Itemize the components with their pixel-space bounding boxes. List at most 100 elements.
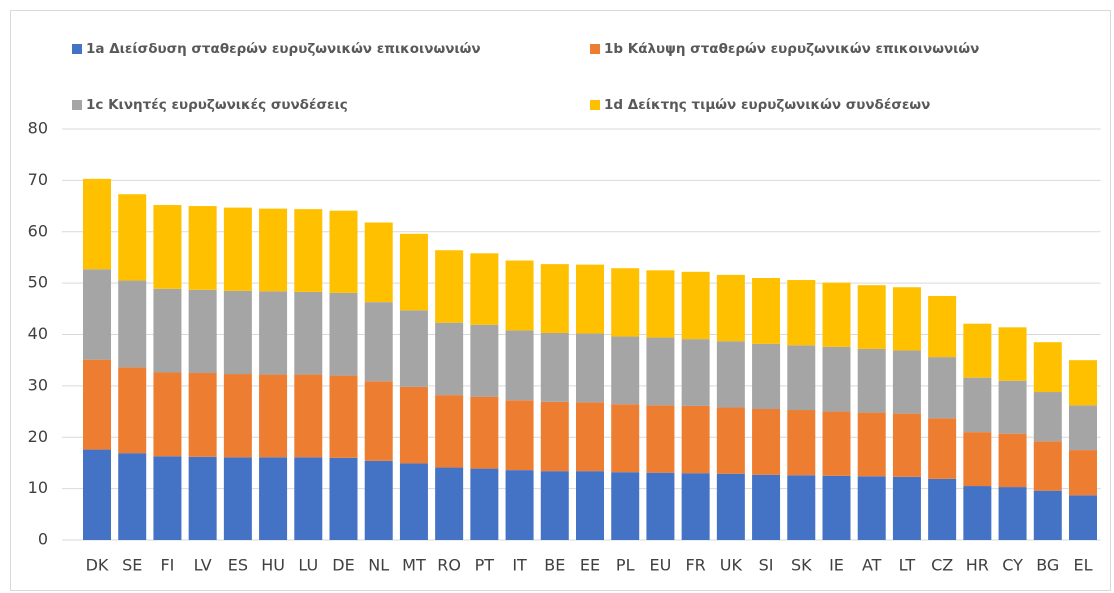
bar-segment [1068,495,1097,540]
bar-segment [928,295,957,358]
legend-label: 1b Κάλυψη σταθερών ευρυζωνικών επικοινων… [604,41,979,57]
bar-segment [716,407,745,474]
bar-segment [435,467,464,540]
bar-segment [787,410,816,476]
bar-segment [576,333,604,403]
bar-segment [787,345,816,411]
bar-segment [188,289,217,374]
legend-swatch [72,44,82,54]
x-tick-label: UK [720,556,743,575]
bar-segment [399,463,428,540]
bar-segment [963,432,992,487]
legend-label: 1c Κινητές ευρυζωνικές συνδέσεις [86,97,348,113]
x-tick-label: EL [1073,556,1092,575]
bar-segment [576,471,604,540]
bar-segment [857,476,886,540]
x-tick-label: BE [544,556,565,575]
bar-segment [681,473,710,540]
bar-segment [998,380,1027,434]
bar-segment [928,357,957,419]
bar-segment [153,205,182,289]
bar-segment [223,207,252,291]
bar-segment [857,285,886,349]
bar-segment [294,457,323,540]
x-tick-label: HU [261,556,285,575]
bar-segment [188,206,217,290]
bar-segment [963,323,992,378]
bar-segment [611,336,640,405]
bar-segment [716,341,745,408]
bar-segment [1068,450,1097,496]
bar-segment [223,457,252,540]
y-tick-label: 30 [28,375,48,394]
bar-segment [540,471,569,540]
x-tick-label: RO [437,556,461,575]
x-tick-label: EE [580,556,600,575]
bar-segment [646,405,675,473]
x-tick-label: LT [899,556,916,575]
x-tick-label: BG [1036,556,1059,575]
bar-segment [646,337,675,406]
y-tick-label: 50 [28,273,48,292]
bar-segment [892,350,921,414]
legend-swatch [590,100,600,110]
bar-segment [576,402,604,472]
bar-segment [752,343,781,409]
bar-segment [470,468,499,540]
bar-segment [998,433,1027,488]
x-tick-label: CY [1002,556,1023,575]
x-tick-label: FI [160,556,174,575]
bar-segment [576,264,604,334]
x-tick-label: IT [512,556,527,575]
bar-segment [505,260,534,331]
bar-segment [294,209,323,292]
x-tick-label: SK [791,556,812,575]
bar-segment [435,395,464,468]
bar-segment [259,374,288,458]
bar-segment [540,264,569,333]
bar-segment [83,359,112,450]
x-tick-label: AT [862,556,882,575]
bar-segment [118,453,147,540]
bar-segment [716,473,745,540]
bar-segment [752,408,781,475]
bar-segment [928,418,957,479]
x-tick-label: IE [829,556,844,575]
x-tick-label: MT [402,556,426,575]
y-tick-label: 60 [28,221,48,240]
bar-segment [259,291,288,375]
bar-segment [364,381,393,461]
bar-segment [153,456,182,540]
bar-segment [892,413,921,477]
bar-segment [153,372,182,457]
bar-segment [822,411,851,476]
x-tick-label: NL [368,556,389,575]
bar-segment [435,250,464,323]
bar-segment [822,346,851,412]
x-tick-label: HR [966,556,989,575]
bar-segment [540,332,569,402]
x-tick-label: DK [86,556,109,575]
bar-segment [399,310,428,387]
x-tick-label: FR [685,556,705,575]
bar-segment [963,486,992,540]
x-tick-label: LU [298,556,318,575]
bar-segment [1033,392,1062,442]
legend-label: 1a Διείσδυση σταθερών ευρυζωνικών επικοι… [86,41,481,57]
bar-segment [928,478,957,540]
bar-segment [1033,490,1062,540]
y-tick-label: 0 [38,530,48,549]
bar-segment [294,291,323,375]
bar-segment [470,253,499,325]
bar-segment [364,222,393,303]
bar-segment [329,210,358,293]
bar-segment [329,375,358,458]
x-tick-label: CZ [931,556,953,575]
bar-segment [118,194,147,281]
bar-segment [329,292,358,376]
bar-segment [998,327,1027,381]
legend-swatch [590,44,600,54]
x-tick-label: PL [616,556,635,575]
bar-segment [857,412,886,477]
bar-segment [611,404,640,473]
